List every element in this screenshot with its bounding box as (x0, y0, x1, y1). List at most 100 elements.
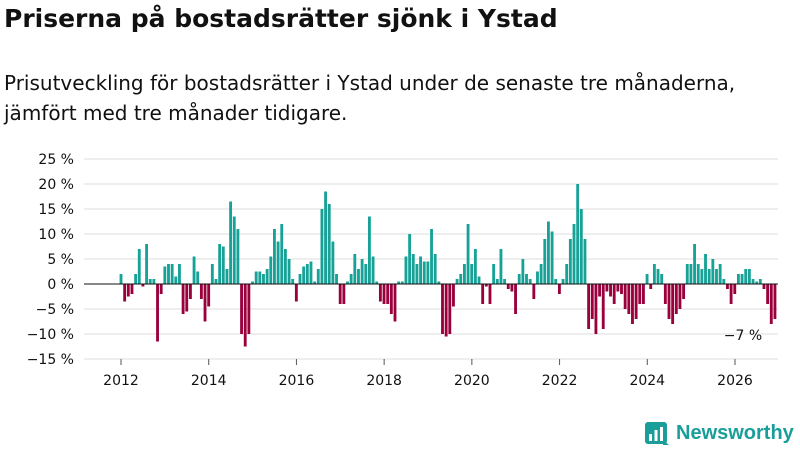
bar (156, 284, 159, 342)
bar (718, 264, 722, 284)
bar (375, 281, 379, 284)
bar (693, 244, 696, 284)
bar (174, 276, 178, 284)
bar (627, 284, 631, 314)
bar (287, 259, 291, 284)
bar (762, 284, 766, 289)
bar (726, 284, 729, 289)
y-tick-label: 25 % (38, 152, 74, 168)
bar (704, 254, 707, 284)
bar (313, 281, 317, 284)
annotations: −7 % (724, 328, 762, 344)
bar (711, 259, 715, 284)
y-tick-label: 15 % (38, 202, 74, 218)
x-tick-label: 2024 (629, 373, 665, 389)
bar (674, 284, 678, 314)
bar (178, 264, 181, 284)
bar (536, 271, 539, 284)
bar (378, 284, 382, 302)
bar (722, 279, 726, 284)
bar (740, 274, 744, 284)
y-tick-label: 0 % (47, 277, 74, 293)
bar (696, 264, 700, 284)
bar (572, 224, 576, 284)
y-tick-label: 5 % (47, 252, 74, 268)
bar (543, 239, 547, 284)
bar (305, 264, 309, 284)
bar (484, 284, 488, 287)
bar (448, 284, 452, 334)
bar (579, 209, 583, 284)
bar (214, 279, 218, 284)
y-tick-label: −15 % (27, 352, 74, 368)
bar (188, 284, 192, 299)
bar (532, 284, 536, 299)
bar (141, 284, 145, 287)
bar (459, 274, 463, 284)
bar (302, 266, 306, 284)
bar (747, 269, 751, 284)
bar (218, 244, 222, 284)
bar (232, 216, 236, 284)
bar (652, 264, 656, 284)
bar (609, 284, 612, 297)
bar (364, 264, 368, 284)
bar (404, 256, 408, 284)
x-tick-label: 2014 (191, 373, 227, 389)
bar (368, 216, 371, 284)
bar (733, 284, 737, 294)
bar (685, 264, 689, 284)
bar (525, 274, 528, 284)
y-tick-label: 10 % (38, 227, 74, 243)
bar (152, 279, 156, 284)
bar (481, 284, 485, 304)
bar (291, 279, 295, 284)
bar (185, 284, 189, 312)
bar (243, 284, 247, 347)
bar (331, 241, 335, 284)
newsworthy-logo-icon (645, 422, 669, 445)
bar (616, 284, 620, 292)
bar (528, 279, 532, 284)
bar (283, 249, 287, 284)
bar (437, 281, 441, 284)
bar (642, 284, 645, 304)
bar (316, 269, 320, 284)
bar (192, 256, 196, 284)
bar (210, 264, 214, 284)
bar (400, 281, 404, 284)
bar (620, 284, 623, 294)
bar (470, 264, 474, 284)
x-tick-label: 2026 (717, 373, 753, 389)
bar (547, 221, 550, 284)
bar (338, 284, 342, 304)
bar (196, 271, 200, 284)
bar (495, 279, 499, 284)
bar (598, 284, 602, 297)
bar (357, 269, 360, 284)
bar (265, 269, 269, 284)
bar (240, 284, 243, 334)
bar (539, 264, 543, 284)
bar (678, 284, 682, 309)
bar (276, 241, 280, 284)
bar (408, 234, 412, 284)
bar (393, 284, 397, 322)
bar (203, 284, 207, 322)
bar (729, 284, 733, 304)
x-tick-label: 2016 (279, 373, 315, 389)
bar (462, 264, 466, 284)
bar (667, 284, 671, 319)
bar (638, 284, 642, 304)
bar (389, 284, 393, 314)
bar (751, 279, 755, 284)
bar (320, 209, 324, 284)
brand-name: Newsworthy (676, 421, 794, 444)
bar (148, 279, 152, 284)
bar (251, 281, 254, 284)
bar (273, 229, 276, 284)
bar (262, 274, 265, 284)
bar (744, 269, 748, 284)
bar (349, 274, 353, 284)
x-tick-label: 2020 (454, 373, 490, 389)
